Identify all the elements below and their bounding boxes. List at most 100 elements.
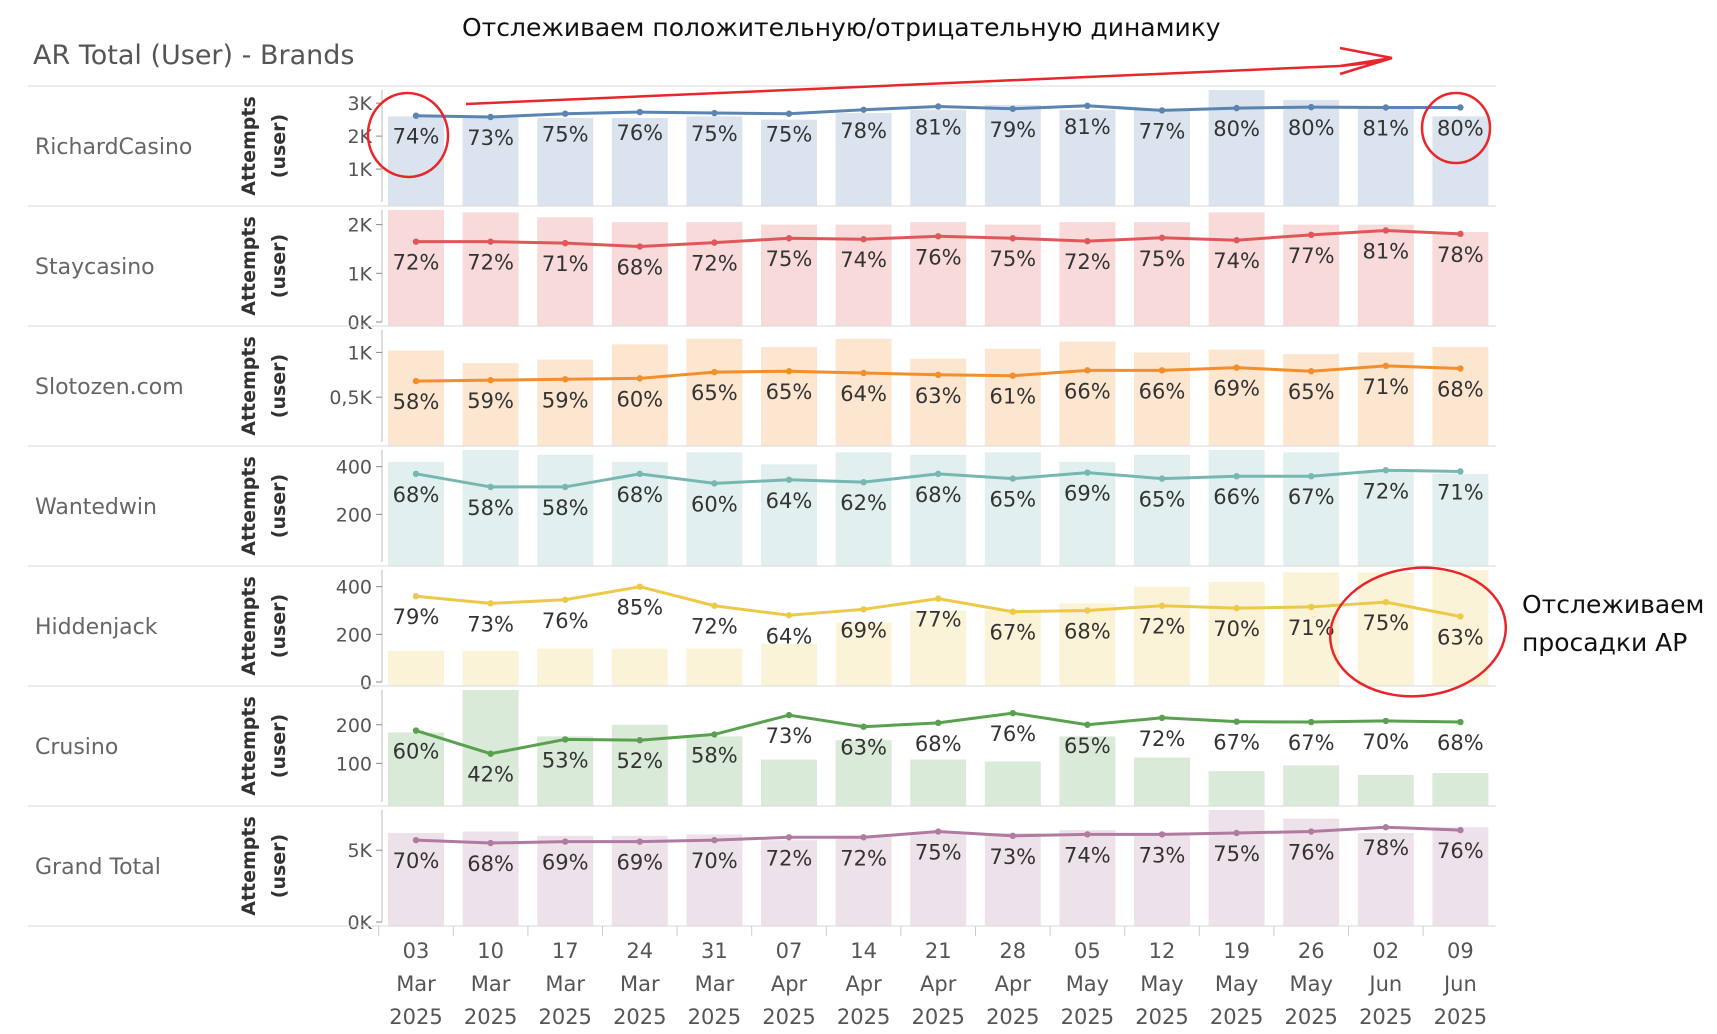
bar [1059, 736, 1116, 806]
red-circle-first [366, 91, 450, 179]
bar [1357, 572, 1414, 686]
bar [835, 338, 892, 446]
axis-title: Attempts (user) [238, 576, 290, 676]
x-tick-label: 19 [1223, 939, 1250, 963]
bar [462, 212, 519, 326]
bar [835, 113, 892, 206]
ar-label: 65% [766, 380, 813, 404]
ar-label: 65% [989, 488, 1036, 512]
bar [462, 363, 519, 446]
brand-label: Staycasino [35, 255, 155, 280]
ar-label: 63% [1437, 625, 1484, 649]
bar [1208, 810, 1265, 926]
ar-label: 69% [616, 851, 663, 875]
ar-label: 75% [1139, 247, 1186, 271]
series-point [562, 110, 569, 117]
axis-title-line1: Attempts [238, 816, 260, 916]
y-tick-label: 0,5K [329, 387, 372, 409]
ar-label: 74% [1064, 843, 1111, 867]
bar [1357, 106, 1414, 206]
series-point [412, 238, 420, 245]
x-tick-label: Apr [995, 972, 1032, 996]
bar [1208, 771, 1265, 806]
bar [537, 835, 594, 926]
ar-label: 78% [1437, 243, 1484, 267]
ar-label: 74% [840, 248, 887, 272]
series-point [412, 727, 420, 734]
series-point [785, 612, 793, 619]
bar [984, 610, 1041, 686]
ar-label: 69% [542, 851, 589, 875]
series-point [636, 737, 643, 744]
bar [984, 832, 1041, 926]
series-point [412, 836, 420, 844]
series-point [562, 376, 569, 383]
bar [1432, 570, 1489, 686]
ar-label: 64% [766, 489, 813, 513]
series-point [711, 109, 718, 117]
series-point [1233, 604, 1240, 612]
ar-label: 76% [989, 722, 1036, 746]
bar [686, 452, 743, 566]
ar-label: 75% [1213, 842, 1260, 866]
series-point [1233, 473, 1240, 480]
ar-label: 80% [1288, 116, 1335, 140]
x-tick-label: 17 [552, 939, 579, 963]
x-tick-label: 2025 [762, 1005, 815, 1029]
red-arrow-line [465, 46, 1393, 106]
x-tick-label: 2025 [464, 1005, 517, 1029]
series-point [636, 470, 643, 478]
ar-label: 52% [616, 749, 663, 773]
ar-label: 68% [915, 483, 962, 507]
bar [686, 834, 743, 926]
ar-label: 72% [691, 615, 738, 639]
red-circle-last [1420, 91, 1492, 165]
bar [910, 610, 967, 686]
bar [1134, 757, 1190, 806]
series-point [487, 600, 494, 607]
series-point [1308, 603, 1315, 611]
x-tick-label: 31 [701, 939, 728, 963]
ar-label: 59% [542, 388, 589, 412]
series-point [1009, 608, 1016, 615]
x-tick-label: 2025 [389, 1005, 442, 1029]
series-point [1308, 368, 1315, 375]
ar-label: 76% [915, 245, 962, 269]
bar [537, 648, 594, 686]
bar [1134, 832, 1190, 926]
ar-label: 63% [840, 736, 887, 760]
ar-label: 81% [1362, 116, 1409, 140]
bar [388, 461, 444, 566]
axis-title: Attempts (user) [238, 96, 290, 196]
ar-label: 75% [766, 247, 813, 271]
series-point [1457, 104, 1464, 111]
bar [984, 761, 1041, 806]
x-tick-label: 10 [477, 939, 504, 963]
ar-label: 68% [915, 732, 962, 756]
axis-title: Attempts (user) [238, 696, 290, 796]
series-point [1158, 107, 1166, 114]
series-point [1233, 718, 1240, 725]
ar-label: 67% [1288, 731, 1335, 755]
series-point [1457, 468, 1464, 475]
ar-label: 64% [840, 382, 887, 406]
series-point [1009, 105, 1016, 112]
ar-label: 68% [393, 483, 440, 507]
ar-label: 58% [393, 390, 440, 414]
x-tick-label: May [1289, 972, 1332, 996]
x-tick-label: Apr [920, 972, 957, 996]
axis-title: Attempts (user) [238, 456, 290, 556]
axis-title: Attempts (user) [238, 816, 290, 916]
x-axis: 03 Mar 2025 10 Mar 2025 17 Mar 2025 24 Mar 2025 31 Ma… [378, 926, 1487, 1029]
x-tick-label: 2025 [613, 1005, 666, 1029]
series-point [711, 480, 718, 487]
y-tick-label: 0 [360, 672, 372, 694]
series-point [711, 731, 718, 738]
series-point [1009, 475, 1016, 482]
bar [910, 759, 967, 806]
series-point [785, 834, 793, 841]
ar-label: 53% [542, 748, 589, 772]
bar [1283, 452, 1340, 566]
ar-label: 65% [1288, 380, 1335, 404]
series-point [636, 108, 643, 116]
